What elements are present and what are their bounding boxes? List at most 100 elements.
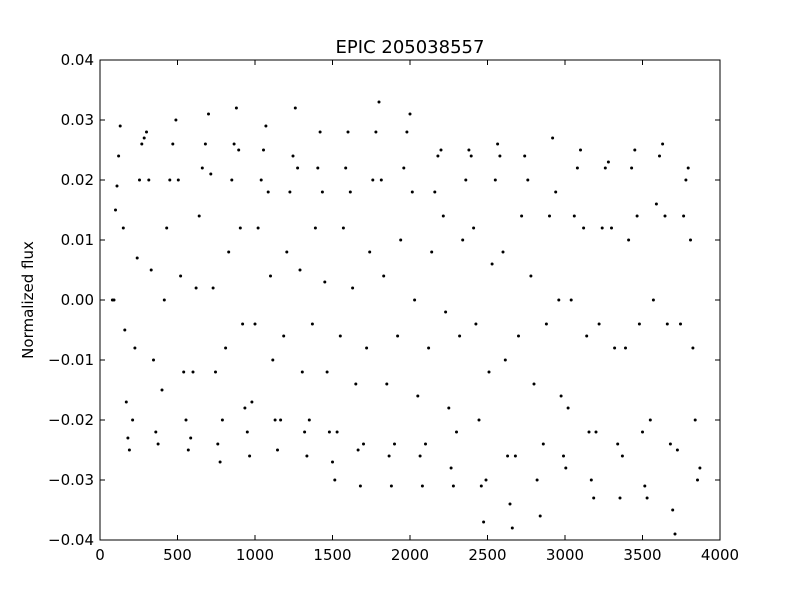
data-point	[600, 226, 604, 230]
data-point	[288, 190, 292, 194]
data-point	[637, 322, 641, 326]
data-point	[572, 214, 576, 218]
data-point	[165, 226, 169, 230]
data-point	[291, 154, 295, 158]
data-point	[203, 142, 207, 146]
data-point	[320, 190, 324, 194]
data-point	[693, 418, 697, 422]
data-point	[464, 178, 468, 182]
data-point	[564, 466, 568, 470]
y-tick-label: 0.00	[61, 291, 94, 309]
data-point	[365, 346, 369, 350]
data-point	[298, 268, 302, 272]
data-point	[245, 430, 249, 434]
data-point	[152, 358, 155, 362]
data-point	[131, 418, 135, 422]
data-point	[562, 454, 565, 458]
x-tick-label: 1000	[236, 546, 274, 564]
data-point	[618, 496, 622, 500]
data-point	[271, 358, 275, 362]
data-point	[408, 112, 412, 116]
x-tick-label: 4000	[701, 546, 739, 564]
data-point	[587, 430, 591, 434]
data-point	[451, 484, 455, 488]
data-point	[216, 442, 220, 446]
data-point	[416, 394, 420, 398]
y-tick-label: 0.01	[61, 231, 94, 249]
data-point	[616, 442, 620, 446]
data-point	[123, 328, 127, 332]
data-point	[358, 484, 362, 488]
data-point	[436, 154, 440, 158]
data-point	[262, 148, 265, 152]
data-point	[160, 388, 164, 392]
data-point	[648, 418, 652, 422]
data-point	[557, 298, 561, 302]
y-tick-label: −0.03	[48, 471, 94, 489]
data-point	[691, 346, 695, 350]
data-point	[579, 148, 582, 152]
data-point	[371, 178, 375, 182]
data-point	[430, 250, 434, 254]
y-tick-label: −0.02	[48, 411, 94, 429]
data-point	[368, 250, 372, 254]
data-point	[171, 142, 175, 146]
chart-title: EPIC 205038557	[336, 37, 485, 58]
data-point	[194, 286, 198, 290]
data-point	[506, 454, 510, 458]
data-point	[627, 238, 631, 242]
data-point	[420, 484, 424, 488]
data-point	[575, 166, 579, 170]
data-point	[449, 466, 453, 470]
x-tick-label: 1500	[313, 546, 351, 564]
data-point	[341, 226, 345, 230]
data-point	[458, 334, 462, 338]
data-point	[603, 166, 607, 170]
data-point	[389, 484, 393, 488]
data-point	[696, 478, 699, 482]
data-point	[597, 322, 601, 326]
x-tick-label: 3000	[546, 546, 584, 564]
data-point	[327, 430, 331, 434]
data-point	[127, 448, 131, 452]
data-point	[135, 256, 139, 260]
data-point	[510, 526, 514, 530]
data-point	[112, 298, 116, 302]
data-point	[238, 226, 242, 230]
data-point	[479, 484, 483, 488]
data-point	[220, 418, 224, 422]
data-point	[313, 226, 317, 230]
data-point	[467, 148, 471, 152]
data-point	[138, 178, 141, 182]
data-point	[305, 454, 309, 458]
data-point	[526, 178, 530, 182]
data-point	[296, 166, 300, 170]
data-point	[541, 442, 545, 446]
data-point	[484, 478, 488, 482]
data-point	[344, 166, 348, 170]
data-point	[487, 370, 491, 374]
data-point	[323, 280, 327, 284]
data-point	[346, 130, 350, 134]
data-point	[310, 322, 314, 326]
data-point	[513, 454, 517, 458]
data-point	[548, 214, 551, 218]
data-point	[559, 394, 563, 398]
data-point	[641, 430, 644, 434]
data-point	[635, 214, 639, 218]
data-point	[121, 226, 125, 230]
data-point	[256, 226, 260, 230]
data-point	[413, 298, 417, 302]
data-point	[433, 190, 437, 194]
data-point	[410, 190, 414, 194]
data-point	[689, 238, 692, 242]
data-point	[269, 274, 272, 278]
data-point	[382, 274, 386, 278]
data-point	[503, 358, 507, 362]
data-point	[156, 442, 160, 446]
data-point	[585, 334, 589, 338]
data-point	[498, 154, 502, 158]
data-point	[418, 454, 422, 458]
